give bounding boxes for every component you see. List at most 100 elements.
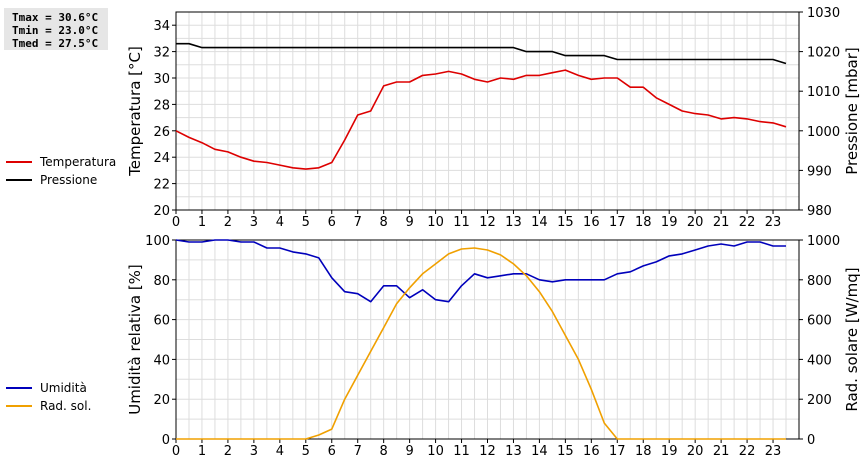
x-tick-label: 13 (505, 215, 522, 230)
x-tick-label: 8 (380, 444, 388, 459)
y-tick-label-right: 0 (807, 433, 815, 448)
x-tick-label: 14 (531, 444, 548, 459)
x-tick-label: 12 (479, 444, 496, 459)
legend-swatch-pressione (6, 179, 32, 181)
y-tick-label-left: 28 (153, 98, 170, 113)
y-tick-label-right: 1020 (807, 46, 840, 61)
x-tick-label: 5 (302, 444, 310, 459)
y-axis-label-right: Rad. solare [W/mq] (843, 267, 860, 411)
series-line-umidit (175, 239, 786, 303)
legend-swatch-umidita (6, 387, 32, 389)
x-tick-label: 20 (687, 444, 704, 459)
y-tick-label-left: 26 (153, 125, 170, 140)
legend-label-temperatura: Temperatura (40, 155, 117, 169)
series-line-pressione (176, 42, 787, 65)
x-tick-label: 2 (224, 215, 232, 230)
x-tick-label: 17 (609, 215, 626, 230)
x-tick-label: 7 (354, 444, 362, 459)
y-tick-label-left: 32 (153, 46, 170, 61)
series-line-rad-sol (176, 247, 786, 440)
y-axis-label-left: Temperatura [°C] (126, 46, 144, 177)
y-tick-label-right: 1000 (807, 234, 840, 249)
x-tick-label: 15 (557, 444, 574, 459)
y-axis-label-left: Umidità relativa [%] (126, 264, 144, 415)
x-tick-label: 5 (302, 215, 310, 230)
x-tick-label: 21 (713, 444, 730, 459)
x-tick-label: 23 (765, 215, 782, 230)
y-tick-label-left: 24 (153, 151, 170, 166)
y-tick-label-left: 34 (153, 19, 170, 34)
x-tick-label: 6 (328, 444, 336, 459)
x-tick-label: 18 (635, 215, 652, 230)
x-tick-label: 2 (224, 444, 232, 459)
x-tick-label: 1 (198, 215, 206, 230)
y-tick-label-left: 60 (153, 314, 170, 329)
x-tick-label: 19 (661, 444, 678, 459)
y-tick-label-left: 20 (153, 204, 170, 219)
x-tick-label: 18 (635, 444, 652, 459)
legend-item-umidita: Umidità (6, 379, 91, 397)
x-tick-label: 3 (250, 444, 258, 459)
legend-item-temperatura: Temperatura (6, 153, 116, 171)
stats-tmed: Tmed = 27.5°C (12, 37, 99, 50)
x-tick-label: 22 (739, 215, 756, 230)
x-tick-label: 12 (479, 215, 496, 230)
legend-swatch-temperatura (6, 161, 32, 163)
x-tick-label: 11 (453, 215, 470, 230)
legend-swatch-rad-sol (6, 405, 32, 407)
y-tick-label-left: 100 (145, 234, 170, 249)
legend-item-rad-sol: Rad. sol. (6, 397, 91, 415)
x-tick-label: 3 (250, 215, 258, 230)
stats-box: Tmax = 30.6°C Tmin = 23.0°C Tmed = 27.5°… (4, 8, 108, 50)
x-tick-label: 10 (427, 215, 444, 230)
y-tick-label-right: 1000 (807, 125, 840, 140)
legend-label-umidita: Umidità (40, 381, 87, 395)
legend-label-pressione: Pressione (40, 173, 98, 187)
legend-label-rad-sol: Rad. sol. (40, 399, 92, 413)
y-tick-label-right: 1010 (807, 85, 840, 100)
x-tick-label: 20 (687, 215, 704, 230)
y-tick-label-right: 600 (807, 314, 832, 329)
x-tick-label: 14 (531, 215, 548, 230)
legend-item-pressione: Pressione (6, 171, 116, 189)
x-tick-label: 10 (427, 444, 444, 459)
stats-tmax: Tmax = 30.6°C (12, 11, 99, 24)
x-tick-label: 4 (276, 444, 284, 459)
legend-top: Temperatura Pressione (6, 153, 116, 189)
y-tick-label-left: 30 (153, 72, 170, 87)
x-tick-label: 13 (505, 444, 522, 459)
y-tick-label-right: 800 (807, 274, 832, 289)
x-tick-label: 22 (739, 444, 756, 459)
y-tick-label-left: 80 (153, 274, 170, 289)
x-tick-label: 19 (661, 215, 678, 230)
x-tick-label: 0 (172, 444, 180, 459)
x-tick-label: 21 (713, 215, 730, 230)
y-tick-label-right: 980 (807, 204, 832, 219)
x-tick-label: 16 (583, 444, 600, 459)
x-tick-label: 15 (557, 215, 574, 230)
stats-tmin: Tmin = 23.0°C (12, 24, 99, 37)
y-tick-label-left: 40 (153, 353, 170, 368)
x-tick-label: 17 (609, 444, 626, 459)
legend-bottom: Umidità Rad. sol. (6, 379, 91, 415)
x-tick-label: 11 (453, 444, 470, 459)
x-tick-label: 16 (583, 215, 600, 230)
series-line-temperatura (175, 69, 787, 170)
y-tick-label-right: 200 (807, 393, 832, 408)
y-tick-label-right: 400 (807, 353, 832, 368)
x-tick-label: 1 (198, 444, 206, 459)
x-tick-label: 8 (380, 215, 388, 230)
x-tick-label: 7 (354, 215, 362, 230)
x-tick-label: 23 (765, 444, 782, 459)
x-tick-label: 6 (328, 215, 336, 230)
x-tick-label: 4 (276, 215, 284, 230)
y-tick-label-left: 22 (153, 178, 170, 193)
y-tick-label-left: 20 (153, 393, 170, 408)
x-tick-label: 9 (405, 444, 413, 459)
y-tick-label-left: 0 (162, 433, 170, 448)
y-tick-label-right: 990 (807, 164, 832, 179)
x-tick-label: 9 (405, 215, 413, 230)
x-tick-label: 0 (172, 215, 180, 230)
y-tick-label-right: 1030 (807, 6, 840, 21)
